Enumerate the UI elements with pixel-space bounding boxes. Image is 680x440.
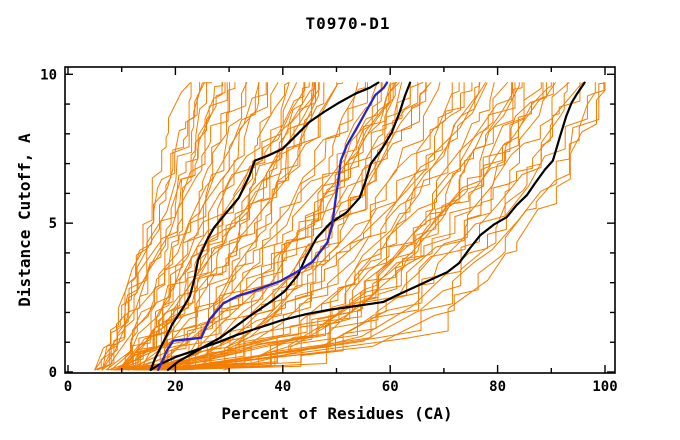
x-tick-label: 20 <box>167 379 184 395</box>
ensemble-curve <box>191 82 396 371</box>
ensemble-curve <box>172 82 378 371</box>
ensemble-curve <box>135 82 441 371</box>
axes <box>64 66 616 374</box>
ensemble-curve <box>118 82 306 371</box>
ensemble-curve <box>120 82 316 371</box>
ensemble-curve <box>141 82 473 371</box>
ensemble-curve <box>159 82 570 371</box>
ensemble-curve <box>150 82 495 371</box>
ensemble-curve <box>107 82 260 371</box>
ensemble-curve <box>223 82 596 371</box>
ensemble-curve <box>101 82 192 371</box>
ensemble-curve <box>156 82 488 371</box>
x-tick-label: 100 <box>592 379 617 395</box>
ensemble-curve <box>180 82 584 371</box>
ensemble-curve <box>102 82 191 371</box>
ensemble-curve <box>163 82 605 371</box>
ensemble-curve <box>135 82 424 371</box>
ensemble-curve <box>132 82 397 371</box>
ensemble-curve <box>113 82 310 371</box>
ensemble-curve <box>105 82 260 371</box>
ensemble-curve <box>97 82 226 371</box>
ensemble-curve <box>101 82 228 371</box>
ensemble-curve <box>94 82 212 371</box>
ensemble-curve <box>140 82 208 371</box>
y-tick-label: 10 <box>40 67 57 83</box>
y-tick-label: 5 <box>49 216 57 232</box>
ensemble-curve <box>154 82 516 371</box>
ensemble-curve <box>150 82 542 371</box>
ensemble-curve <box>132 82 316 371</box>
ensemble-curve <box>162 82 581 371</box>
ensemble-curve <box>170 82 568 371</box>
ensemble-curve <box>118 82 231 371</box>
ensemble-curve <box>125 82 400 371</box>
ticks <box>65 67 615 373</box>
y-axis-title: Distance Cutoff, A <box>15 133 34 307</box>
ensemble-curve <box>94 82 205 371</box>
black-curve-1 <box>149 81 380 371</box>
curves-layer <box>94 81 606 372</box>
ensemble-curve <box>114 82 343 371</box>
black-curve-2 <box>166 81 412 371</box>
y-tick-label: 0 <box>49 365 57 381</box>
ensemble-curve <box>94 82 223 371</box>
ensemble-curve <box>169 82 605 371</box>
tick-labels: 0 20 40 60 80 100 0 5 10 <box>40 67 618 395</box>
ensemble-curve <box>128 82 391 371</box>
x-tick-label: 80 <box>489 379 506 395</box>
ensemble-curve <box>148 82 525 371</box>
x-tick-label: 40 <box>274 379 291 395</box>
ensemble-curve <box>156 82 320 371</box>
ensemble-curve <box>120 82 338 371</box>
ensemble-curve <box>139 82 368 371</box>
x-tick-label: 60 <box>382 379 399 395</box>
ensemble-curve <box>94 82 201 371</box>
ensemble-curve <box>166 82 523 371</box>
black-curve-3 <box>149 81 586 371</box>
blue-curve <box>157 81 389 372</box>
ensemble-curve <box>175 82 606 371</box>
ensemble-curve <box>111 82 248 371</box>
chart-title: T0970-D1 <box>305 14 391 33</box>
ensemble-curve <box>139 82 427 371</box>
ensemble-curve <box>128 82 359 371</box>
ensemble-curve <box>116 82 289 371</box>
x-tick-label: 0 <box>64 379 72 395</box>
ensemble-curve <box>164 82 513 371</box>
ensemble-curve <box>110 82 247 371</box>
x-axis-title: Percent of Residues (CA) <box>221 404 453 423</box>
ensemble-curve <box>132 82 394 371</box>
